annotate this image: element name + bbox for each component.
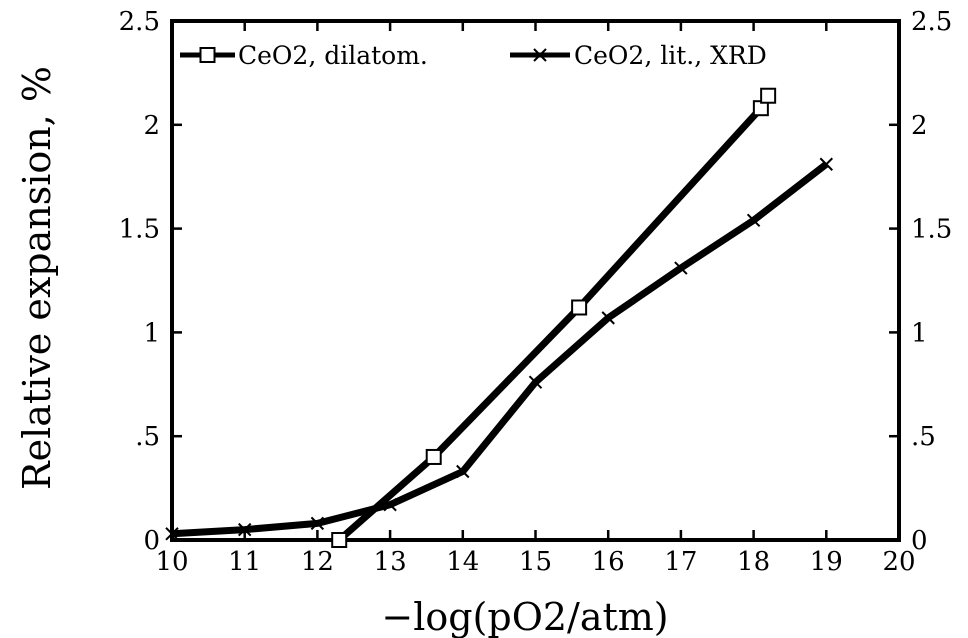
x-tick-label: 15 (519, 547, 552, 577)
legend-marker-dilatometry (199, 47, 216, 63)
data-point-xrd (601, 311, 615, 325)
y-tick-label: 1 (143, 318, 160, 348)
y-axis-title: Relative expansion, % (15, 66, 59, 490)
x-marker-stroke (601, 311, 615, 325)
y-tick-label-right: 2.5 (911, 7, 952, 37)
y-tick-label: 0 (143, 526, 160, 556)
y-tick-label-right: 2 (911, 111, 928, 141)
data-point-xrd (310, 516, 325, 531)
x-marker-stroke (533, 48, 547, 62)
y-tick-label-right: 1 (911, 318, 928, 348)
y-tick-label-right: 0 (911, 526, 928, 556)
data-point-xrd (456, 464, 470, 479)
x-marker-stroke (310, 516, 325, 531)
series-line-xrd (171, 161, 829, 538)
y-tick-label: 2 (143, 111, 160, 141)
data-point-xrd (746, 213, 761, 228)
legend-label-xrd: CeO2, lit., XRD (574, 41, 767, 70)
x-marker-stroke (456, 464, 470, 479)
data-point-dilatometry (425, 448, 442, 465)
x-marker-stroke (528, 375, 543, 389)
data-point-dilatometry (760, 87, 777, 104)
y-tick-label: 1.5 (119, 215, 160, 245)
x-marker-stroke (237, 522, 252, 537)
legend-group: CeO2, dilatom. CeO2, lit., XRD (180, 41, 767, 70)
x-marker-stroke (746, 213, 761, 228)
legend-marker-xrd (533, 48, 547, 62)
plot-frame (170, 19, 901, 542)
y-tick-label: .5 (135, 422, 160, 452)
x-tick-label: 19 (810, 547, 843, 577)
x-marker-stroke (383, 498, 397, 512)
series-line-dilatometry (336, 93, 772, 543)
x-tick-label: 10 (155, 547, 188, 577)
x-tick-label: 13 (374, 547, 407, 577)
x-tick-label: 18 (737, 547, 770, 577)
data-point-dilatometry (571, 299, 588, 316)
ticks-group: 10 11 12 13 14 15 16 17 18 19 200 0.5.51 11.5 1.52 22.… (119, 7, 953, 577)
data-point-xrd (383, 498, 397, 512)
x-tick-label: 16 (592, 547, 625, 577)
data-point-xrd (237, 522, 252, 537)
data-point-xrd (674, 261, 688, 275)
x-marker-stroke (165, 527, 179, 541)
x-tick-label: 11 (228, 547, 261, 577)
series-group (165, 87, 834, 548)
data-point-xrd (528, 375, 543, 389)
data-point-xrd (165, 527, 179, 541)
x-tick-label: 20 (882, 547, 915, 577)
x-tick-label: 12 (301, 547, 334, 577)
x-marker-stroke (674, 261, 688, 275)
data-point-dilatometry (331, 532, 348, 548)
x-marker-stroke (819, 157, 834, 171)
x-tick-label: 14 (446, 547, 479, 577)
y-tick-label: 2.5 (119, 7, 160, 37)
x-axis-title: −log(pO2/atm) (381, 595, 668, 638)
x-tick-label: 17 (664, 547, 697, 577)
legend-label-dilatometry: CeO2, dilatom. (238, 41, 428, 70)
y-tick-label-right: 1.5 (911, 215, 952, 245)
data-point-xrd (819, 157, 834, 171)
y-tick-label-right: .5 (911, 422, 936, 452)
plot-frame-group (170, 19, 901, 542)
